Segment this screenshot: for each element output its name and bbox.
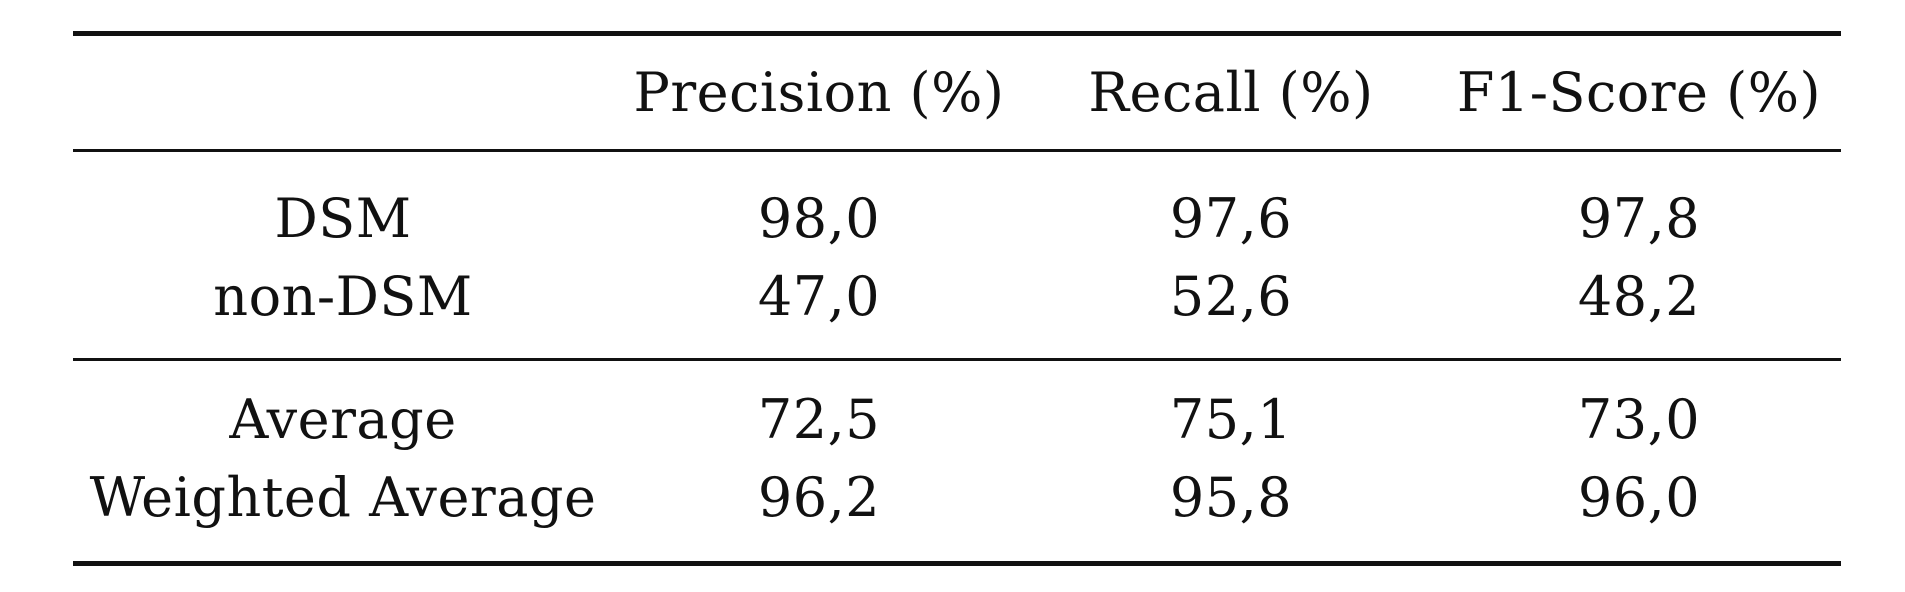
table-row: Average 72,5 75,1 73,0 [73, 381, 1841, 459]
header-rule [73, 149, 1841, 152]
precision-value: 72,5 [757, 388, 881, 451]
group-spacer [73, 361, 1841, 381]
results-table: Precision (%) Recall (%) F1-Score (%) DS… [73, 31, 1841, 566]
header-recall: Recall (%) [1088, 60, 1374, 124]
f1-score-value: 96,0 [1577, 466, 1701, 529]
bottom-rule [73, 561, 1841, 566]
row-label: Average [229, 388, 457, 451]
top-rule [73, 31, 1841, 36]
f1-score-value: 48,2 [1577, 265, 1701, 328]
row-label: DSM [274, 187, 412, 250]
group-spacer [73, 537, 1841, 561]
f1-score-value: 73,0 [1577, 388, 1701, 451]
precision-value: 47,0 [757, 265, 881, 328]
precision-value: 96,2 [757, 466, 881, 529]
row-label: non-DSM [213, 265, 473, 328]
f1-score-value: 97,8 [1577, 187, 1701, 250]
table-row: DSM 98,0 97,6 97,8 [73, 180, 1841, 258]
recall-value: 97,6 [1169, 187, 1293, 250]
row-label: Weighted Average [89, 466, 597, 529]
recall-value: 95,8 [1169, 466, 1293, 529]
recall-value: 75,1 [1169, 388, 1293, 451]
group-divider-rule [73, 358, 1841, 361]
group-spacer [73, 336, 1841, 358]
header-precision: Precision (%) [633, 60, 1005, 124]
recall-value: 52,6 [1169, 265, 1293, 328]
table-header-row: Precision (%) Recall (%) F1-Score (%) [73, 36, 1841, 149]
group-spacer [73, 152, 1841, 180]
precision-value: 98,0 [757, 187, 881, 250]
table-row: non-DSM 47,0 52,6 48,2 [73, 258, 1841, 336]
table-row: Weighted Average 96,2 95,8 96,0 [73, 459, 1841, 537]
header-f1-score: F1-Score (%) [1456, 60, 1822, 124]
